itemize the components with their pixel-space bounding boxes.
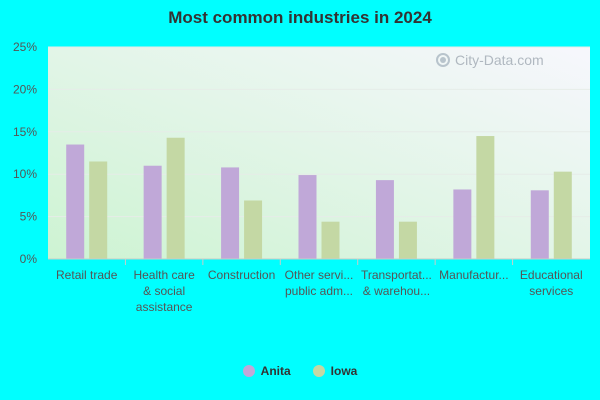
y-tick-label: 15%: [13, 125, 37, 139]
bar-anita: [66, 144, 85, 259]
city-data-logo-icon: [436, 53, 450, 67]
bar-anita: [530, 190, 549, 259]
bar-iowa: [553, 171, 572, 259]
x-category-label: Other servi... public adm...: [285, 268, 354, 298]
x-category-label: Retail trade: [56, 268, 118, 282]
x-category-label: Educational services: [520, 268, 583, 298]
y-tick-label: 25%: [13, 40, 37, 54]
x-category-label: Manufactur...: [439, 268, 508, 282]
watermark-text: City-Data.com: [455, 52, 544, 68]
legend-swatch-anita: [242, 365, 255, 377]
bar-iowa: [244, 200, 263, 259]
chart-title: Most common industries in 2024: [168, 8, 432, 27]
plot-area: [48, 47, 590, 259]
y-tick-label: 20%: [13, 82, 37, 96]
legend-label-anita: Anita: [260, 364, 291, 378]
bar-iowa: [166, 137, 185, 259]
y-tick-label: 0%: [20, 252, 38, 266]
bar-anita: [453, 189, 472, 259]
bar-anita: [221, 167, 240, 259]
x-category-label: Construction: [208, 268, 275, 282]
legend: Anita Iowa: [0, 364, 600, 378]
x-category-label: Health care & social assistance: [133, 268, 195, 314]
legend-item-anita: Anita: [242, 364, 291, 378]
x-category-label: Transportat... & warehou...: [361, 268, 432, 298]
bar-anita: [298, 175, 317, 259]
y-tick-label: 5%: [20, 210, 38, 224]
bar-iowa: [89, 161, 108, 259]
y-tick-label: 10%: [13, 167, 37, 181]
bar-anita: [143, 165, 162, 259]
legend-label-iowa: Iowa: [330, 364, 358, 378]
legend-item-iowa: Iowa: [312, 364, 358, 378]
bar-iowa: [321, 221, 340, 259]
legend-swatch-iowa: [312, 365, 325, 377]
bar-iowa: [398, 221, 417, 259]
bar-anita: [375, 180, 394, 259]
watermark: City-Data.com: [436, 52, 544, 68]
bar-iowa: [476, 136, 495, 259]
